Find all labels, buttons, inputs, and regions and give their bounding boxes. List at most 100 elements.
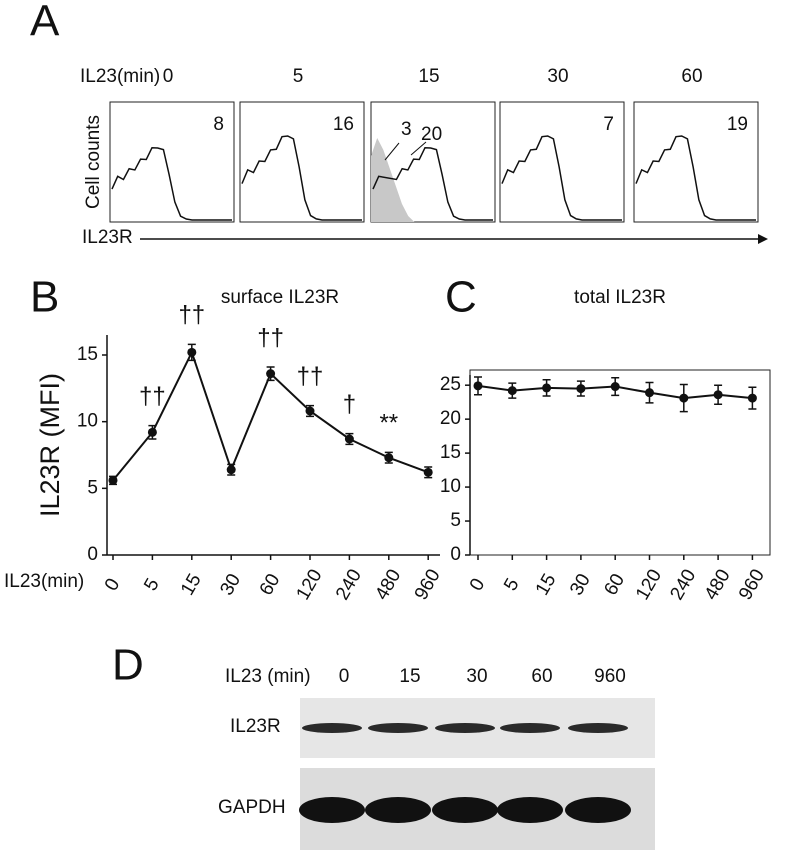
significance: ** [379, 410, 398, 437]
x-tick-label: 240 [332, 566, 366, 604]
panel-label: D [112, 641, 144, 690]
blot-time: 60 [531, 666, 552, 687]
y-axis-label: IL23R (MFI) [35, 373, 65, 517]
y-tick-label: 0 [87, 544, 98, 565]
flow-x-title: IL23(min) [80, 66, 160, 87]
band [302, 723, 362, 733]
flow-mfi: 20 [421, 124, 442, 145]
data-point [344, 434, 354, 444]
data-point [542, 383, 552, 393]
x-tick-label: 960 [411, 566, 445, 604]
y-tick-label: 10 [77, 411, 98, 432]
band [565, 797, 631, 823]
panel-label: B [30, 273, 59, 322]
data-point [305, 406, 315, 416]
y-tick-label: 20 [440, 408, 461, 429]
data-point [679, 393, 689, 403]
significance: †† [297, 363, 324, 390]
band [435, 723, 495, 733]
data-point [747, 393, 757, 403]
band [432, 797, 498, 823]
blot-time: 15 [399, 666, 420, 687]
panel-label: C [445, 273, 477, 322]
blot-time: 0 [339, 666, 350, 687]
x-tick-label: 5 [500, 575, 523, 595]
x-tick-label: 5 [140, 575, 163, 595]
y-tick-label: 25 [440, 374, 461, 395]
flow-time: 15 [418, 66, 439, 87]
data-point [507, 386, 517, 396]
data-point [187, 347, 197, 357]
flow-box [109, 101, 235, 223]
band [365, 797, 431, 823]
band [500, 723, 560, 733]
x-axis-label: IL23(min) [4, 571, 84, 592]
x-tick-label: 0 [466, 575, 489, 595]
flow-time: 60 [681, 66, 702, 87]
x-tick-label: 60 [600, 570, 629, 599]
flow-box [499, 101, 625, 223]
significance: † [343, 391, 356, 418]
histogram [372, 146, 493, 221]
band [368, 723, 428, 733]
blot-time: 960 [594, 666, 626, 687]
y-tick-label: 5 [450, 510, 461, 531]
blot-row-label: IL23R [230, 716, 281, 737]
x-tick-label: 15 [177, 570, 206, 599]
y-tick-label: 15 [77, 344, 98, 365]
significance: †† [257, 324, 284, 351]
histogram [501, 135, 622, 221]
panel-label: A [30, 0, 60, 46]
flow-time: 5 [293, 66, 304, 87]
data-point [384, 453, 394, 463]
significance: †† [139, 383, 166, 410]
band [299, 797, 365, 823]
x-tick-label: 480 [701, 566, 735, 604]
flow-y-label: Cell counts [83, 115, 104, 209]
data-point [576, 384, 586, 394]
pointer [410, 141, 427, 156]
x-tick-label: 120 [632, 566, 666, 604]
histogram [111, 146, 232, 221]
data-point [147, 427, 157, 437]
blot-time: 30 [466, 666, 487, 687]
flow-time: 30 [547, 66, 568, 87]
band [497, 797, 563, 823]
y-tick-label: 0 [450, 544, 461, 565]
flow-box [239, 101, 365, 223]
control-histogram [371, 138, 415, 222]
y-tick-label: 5 [87, 477, 98, 498]
x-tick-label: 240 [666, 566, 700, 604]
band [568, 723, 628, 733]
x-tick-label: 960 [735, 566, 769, 604]
histogram [241, 135, 362, 221]
data-point [266, 369, 276, 379]
blot-row-label: GAPDH [218, 797, 286, 818]
y-tick-label: 15 [440, 442, 461, 463]
flow-mfi: 8 [213, 114, 224, 135]
significance: †† [178, 302, 205, 329]
data-point [423, 467, 433, 477]
x-tick-label: 480 [371, 566, 405, 604]
arrow-head [758, 234, 768, 244]
flow-box [633, 101, 759, 223]
data-point [610, 382, 620, 392]
control-mfi: 3 [401, 119, 412, 140]
x-tick-label: 15 [532, 570, 561, 599]
x-tick-label: 0 [101, 575, 124, 595]
chart-title: total IL23R [574, 287, 666, 308]
y-tick-label: 10 [440, 476, 461, 497]
flow-mfi: 19 [727, 114, 748, 135]
data-point [713, 390, 723, 400]
flow-time: 0 [163, 66, 174, 87]
x-tick-label: 120 [293, 566, 327, 604]
chart-title: surface IL23R [221, 287, 339, 308]
data-point [473, 381, 483, 391]
blot-x-title: IL23 (min) [225, 666, 311, 687]
data-point [108, 475, 118, 485]
data-point [226, 465, 236, 475]
data-point [645, 388, 654, 398]
histogram [635, 135, 756, 221]
x-tick-label: 60 [256, 570, 285, 599]
